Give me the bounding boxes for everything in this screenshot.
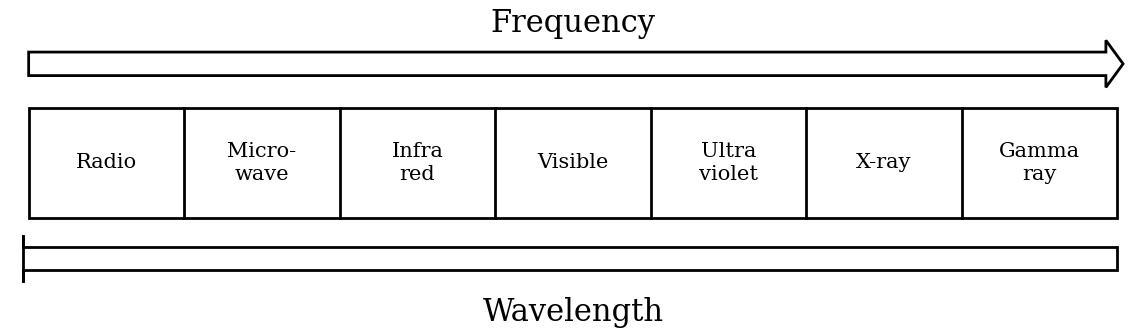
Text: Radio: Radio	[76, 154, 138, 172]
Bar	[29, 108, 1117, 218]
Polygon shape	[29, 40, 1123, 87]
Text: Frequency: Frequency	[490, 8, 656, 39]
Text: Infra
red: Infra red	[392, 142, 444, 184]
Polygon shape	[23, 235, 1117, 282]
Text: Visible: Visible	[537, 154, 609, 172]
Text: X-ray: X-ray	[856, 154, 912, 172]
Text: Micro-
wave: Micro- wave	[227, 142, 297, 184]
Text: Gamma
ray: Gamma ray	[999, 142, 1081, 184]
Text: Wavelength: Wavelength	[482, 297, 664, 328]
Text: Ultra
violet: Ultra violet	[699, 142, 758, 184]
